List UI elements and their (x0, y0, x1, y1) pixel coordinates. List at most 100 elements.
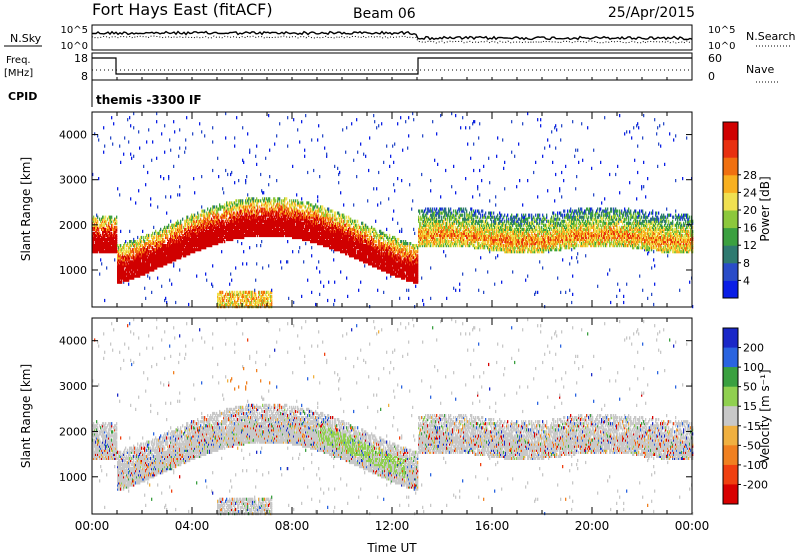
power-cell (153, 264, 155, 268)
power-cell (208, 213, 210, 217)
power-cell (243, 209, 245, 213)
power-cell (107, 248, 109, 252)
power-cell (214, 235, 216, 240)
power-cell (245, 181, 247, 185)
power-cell (177, 229, 179, 233)
power-cell (132, 242, 134, 246)
power-cell (177, 223, 179, 227)
power-cell (143, 252, 145, 256)
power-cell (189, 235, 191, 240)
power-cell (254, 225, 256, 229)
power-cell (161, 260, 163, 264)
power-cell (114, 227, 116, 231)
power-cell (256, 219, 258, 223)
power-cell (156, 250, 158, 254)
power-cell (287, 209, 289, 213)
power-cell (229, 227, 231, 231)
power-cell (259, 217, 261, 221)
power-cell (103, 221, 105, 225)
power-cell (206, 221, 208, 225)
power-cell (225, 233, 227, 238)
power-cell (269, 175, 271, 179)
power-cell (174, 256, 176, 260)
power-cell (255, 211, 257, 215)
power-cell (122, 270, 124, 274)
power-cell (134, 244, 136, 248)
power-cell (165, 254, 167, 258)
power-cell (243, 235, 245, 240)
power-cell (129, 266, 131, 270)
power-cell (126, 250, 128, 254)
power-cell (205, 240, 207, 244)
power-cell (105, 233, 107, 238)
power-cell (211, 219, 213, 223)
power-cell (119, 252, 121, 256)
power-cell (262, 191, 264, 195)
power-cell (203, 209, 205, 213)
power-cell (243, 215, 245, 219)
power-cell (270, 229, 272, 233)
power-cell (109, 237, 111, 242)
power-cell (246, 227, 248, 231)
power-cell (248, 227, 250, 231)
power-cell (212, 126, 214, 130)
power-cell (100, 240, 102, 244)
power-cell (118, 268, 120, 272)
power-cell (185, 237, 187, 242)
power-cell (253, 217, 255, 221)
power-cell (110, 219, 112, 223)
power-cell (185, 254, 187, 258)
power-cell (162, 264, 164, 268)
power-cell (220, 302, 222, 307)
power-cell (229, 229, 231, 233)
power-cell (344, 215, 346, 219)
power-cell (217, 221, 219, 225)
power-cell (238, 215, 240, 219)
power-cell (368, 168, 370, 173)
power-cell (247, 215, 249, 219)
power-cell (281, 215, 283, 219)
power-cell (263, 227, 265, 231)
power-cell (264, 225, 266, 229)
power-cell (92, 246, 94, 250)
power-cell (172, 252, 174, 256)
power-cell (171, 258, 173, 262)
power-cell (157, 246, 159, 250)
power-cell (281, 201, 283, 205)
power-cell (211, 231, 213, 235)
power-cell (199, 233, 201, 238)
power-cell (163, 262, 165, 266)
power-cell (188, 302, 190, 307)
power-cell (148, 240, 150, 244)
power-cell (228, 292, 230, 296)
power-cell (119, 248, 121, 252)
power-cell (243, 290, 245, 294)
power-cell (261, 225, 263, 229)
power-cell (155, 250, 157, 254)
power-cell (128, 248, 130, 252)
power-cell (259, 227, 261, 231)
power-cell (292, 233, 294, 238)
power-cell (124, 248, 126, 252)
power-cell (343, 203, 345, 207)
power-cell (147, 274, 149, 278)
power-cell (245, 229, 247, 233)
power-cell (287, 116, 289, 120)
power-cell (105, 250, 107, 254)
power-cell (254, 298, 256, 303)
power-cell (93, 215, 95, 219)
power-cell (131, 256, 133, 260)
power-cell (238, 205, 240, 209)
power-cell (104, 223, 106, 227)
power-cell (225, 136, 227, 140)
power-cell (143, 270, 145, 274)
power-cell (173, 254, 175, 258)
power-cell (193, 250, 195, 254)
power-cell (260, 244, 262, 248)
power-cell (274, 233, 276, 238)
power-cell (233, 215, 235, 219)
noise-panel: N.Sky 10^5 10^0 10^5 10^0 N.Search (4, 24, 796, 80)
power-cell (101, 242, 103, 246)
power-cell (226, 298, 228, 303)
power-cell (199, 246, 201, 250)
